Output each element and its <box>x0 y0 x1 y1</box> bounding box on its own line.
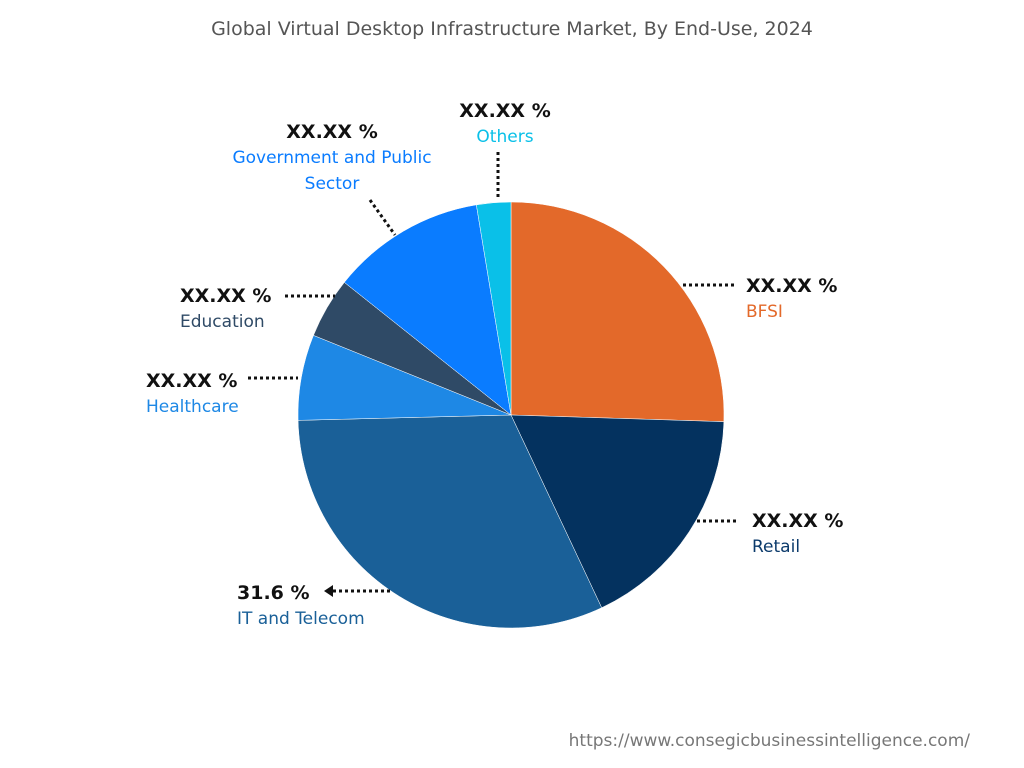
slice-label: XX.XX % Others <box>390 98 620 150</box>
pie-slice <box>343 204 512 416</box>
leader-line <box>368 199 397 236</box>
value-label: 31.6 % <box>237 582 310 604</box>
pie-slice <box>510 201 725 422</box>
category-label: Others <box>476 127 534 147</box>
value-label: XX.XX % <box>746 275 838 297</box>
source: https://www.consegicbusinessintelligence… <box>568 731 970 751</box>
category-label: Healthcare <box>146 397 239 417</box>
category-label: Retail <box>752 537 801 557</box>
value-label: XX.XX % <box>286 121 378 143</box>
slice-label: XX.XX % BFSI <box>746 273 837 325</box>
slice-label: XX.XX % Retail <box>752 508 843 560</box>
slice-label: XX.XX % Government and Public Sector <box>217 119 447 197</box>
category-label: BFSI <box>746 302 783 322</box>
value-label: XX.XX % <box>146 370 238 392</box>
category-label: Education <box>180 312 265 332</box>
pie-slice <box>476 201 512 416</box>
category-label: IT and Telecom <box>237 609 365 629</box>
slice-label: 31.6 % IT and Telecom <box>237 580 365 632</box>
category-label: Government and Public Sector <box>232 148 432 194</box>
slice-label: XX.XX % Healthcare <box>146 368 239 420</box>
value-label: XX.XX % <box>459 100 551 122</box>
pie-slice <box>297 414 603 629</box>
slice-label: XX.XX % Education <box>180 283 271 335</box>
chart-title: Global Virtual Desktop Infrastructure Ma… <box>211 18 813 40</box>
arrow-head <box>324 585 333 597</box>
pie-slice <box>510 414 725 609</box>
value-label: XX.XX % <box>752 510 844 532</box>
value-label: XX.XX % <box>180 285 272 307</box>
